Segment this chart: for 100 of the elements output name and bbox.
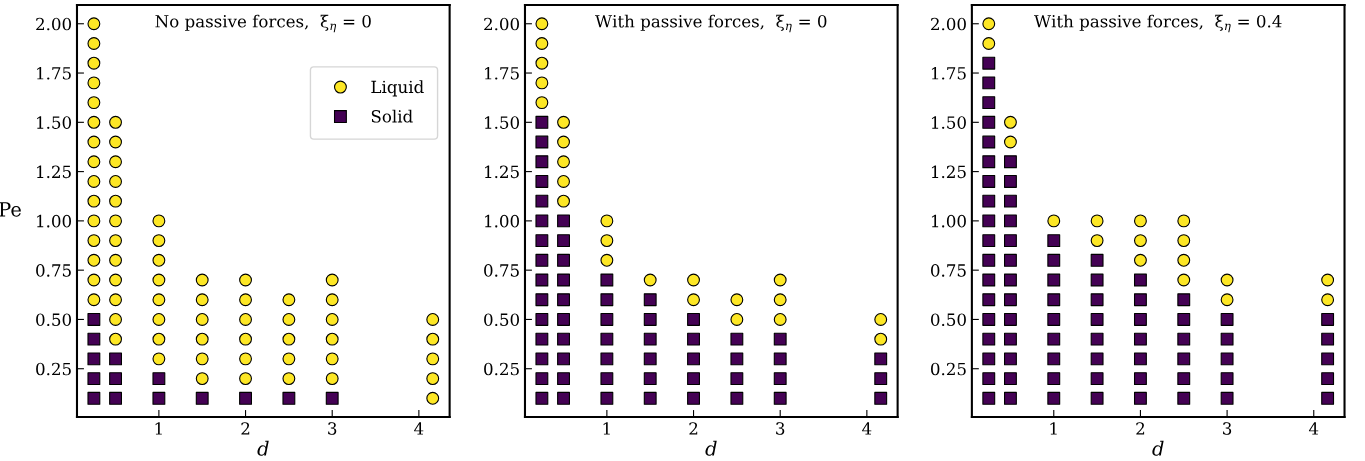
y-tick-label: 1.50 [931,116,966,129]
y-tick-label: 1.00 [37,214,72,228]
point [600,273,614,287]
point [600,293,614,307]
y-tick-label: 0.50 [36,313,72,327]
y-tick-label: 2.00 [931,17,966,31]
point [687,273,700,287]
point [535,96,549,110]
x-tick-label: 4 [1308,422,1319,435]
point [87,391,101,405]
x-tick-label: 1 [603,422,610,435]
point [773,273,787,287]
text: No passive forces, ξ$_{η}$ = 0 [155,14,371,33]
x-axis-title: d [257,440,269,456]
y-tick-label: 1.50 [37,116,72,129]
point [874,312,888,326]
x-tick-label: 4 [414,422,424,435]
point [1321,293,1335,307]
y-tick-label: 0.25 [931,362,966,376]
point [535,214,549,228]
point [557,391,570,405]
point [557,175,570,188]
point [600,214,614,228]
y-tick-label: 2.00 [484,17,520,31]
point [1177,234,1191,248]
point [643,352,657,366]
point [557,273,570,287]
point [730,312,744,326]
point [1003,135,1017,149]
point [109,391,122,405]
point [535,17,549,31]
point [1177,253,1191,267]
legend-label: Solid [371,109,413,123]
point [874,372,888,386]
point [600,352,614,366]
point [152,391,166,405]
point [687,391,700,405]
point [874,332,888,346]
point [87,352,101,366]
y-tick-label: 1.25 [931,165,966,179]
y-tick-label: 1.50 [485,116,520,129]
point [874,391,888,405]
point [535,253,549,267]
point [773,312,787,326]
point [535,312,549,326]
point [643,332,657,346]
point [600,372,614,386]
x-tick-label: 3 [328,422,337,435]
point [1047,214,1061,228]
y-tick-label: 1.00 [485,214,520,228]
point [687,312,700,326]
point [557,332,570,346]
point [535,194,549,208]
y-tick-label: 0.25 [36,362,71,376]
point [643,391,657,405]
point [557,312,570,326]
point [535,155,549,169]
point [535,391,549,405]
y-tick-label: 1.25 [485,165,519,179]
legend-label: Liquid [371,80,424,97]
x-tick-label: 4 [862,422,872,435]
point [600,391,614,405]
point [600,332,614,346]
point [687,293,700,307]
point [557,214,570,228]
point [87,332,101,346]
point [643,273,657,287]
x-tick-label: 1 [1050,422,1057,435]
point [557,115,570,129]
y-tick-label: 1.00 [931,214,966,228]
x-tick-label: 2 [1136,422,1145,435]
point [1090,234,1104,248]
point [1177,214,1191,228]
point [557,352,570,366]
point [1321,273,1335,287]
y-tick-label: 0.50 [484,313,520,327]
point [730,372,744,386]
y-axis-title: Pe [0,202,21,217]
point [87,312,101,326]
point [773,332,787,346]
point [535,115,549,129]
text: With passive forces, ξ$_{η}$ = 0.4 [1034,14,1282,33]
point [535,352,549,366]
point [982,17,996,31]
point [557,135,570,149]
point [1220,273,1234,287]
point [600,234,614,248]
point [535,234,549,248]
point [535,372,549,386]
point [535,273,549,287]
point [730,293,744,307]
x-axis-title: d [705,440,717,456]
point [1220,293,1234,307]
point [874,352,888,366]
y-tick-label: 0.50 [931,313,966,327]
point [535,37,549,50]
point [982,37,996,50]
y-tick-label: 1.75 [485,67,519,80]
point [535,56,549,70]
point [1177,273,1191,287]
